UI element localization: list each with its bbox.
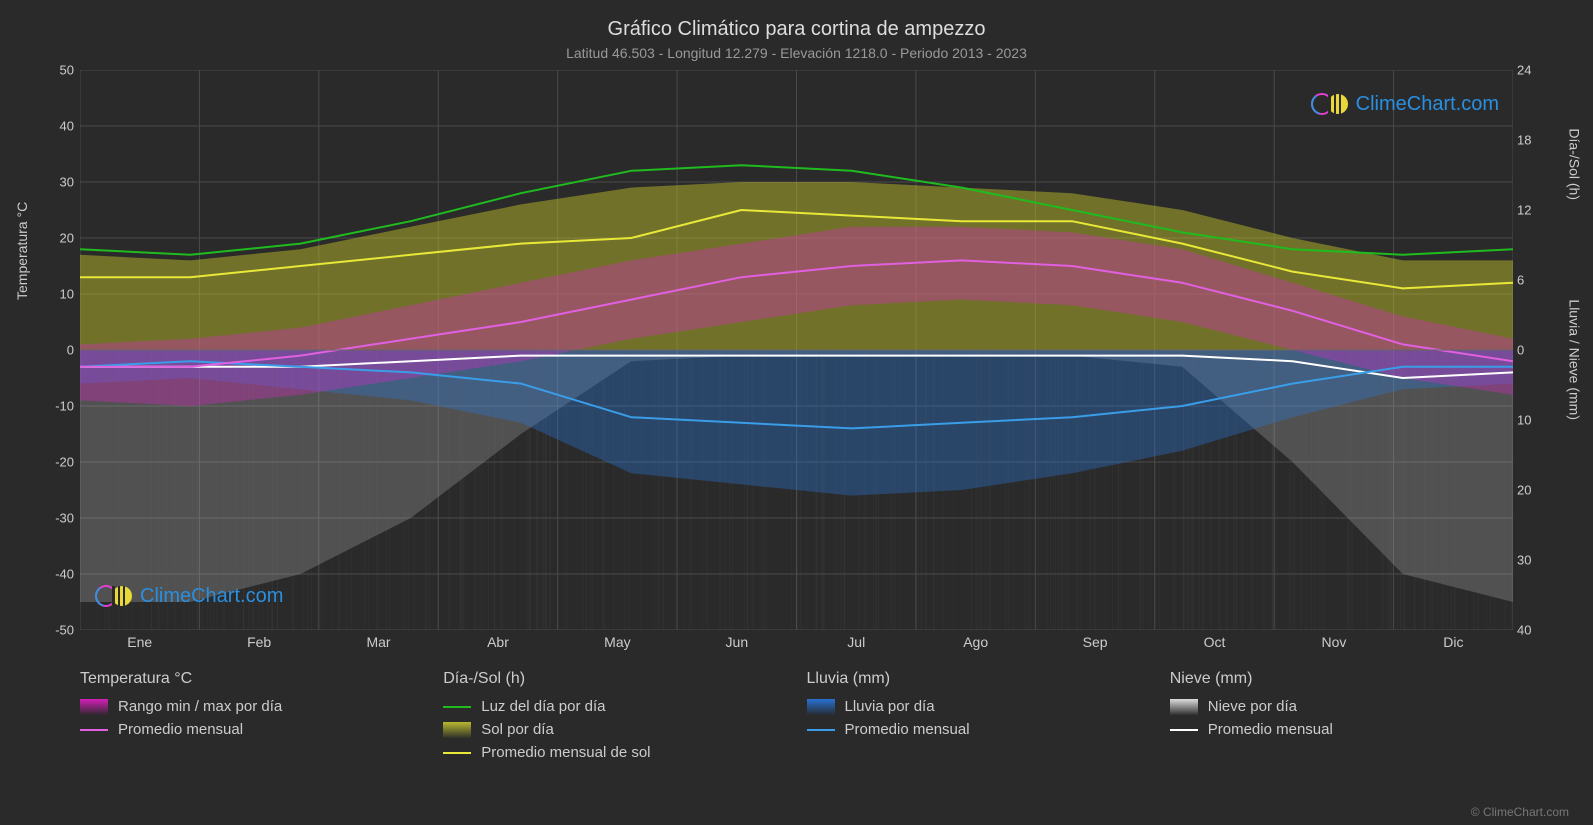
x-month-label: Oct: [1155, 634, 1274, 650]
chart-plot-area: ClimeChart.com ClimeChart.com: [80, 70, 1513, 630]
legend-heading: Temperatura °C: [80, 670, 423, 688]
watermark-bottom: ClimeChart.com: [94, 582, 283, 610]
x-month-label: May: [558, 634, 677, 650]
y-left-tick: 10: [38, 287, 74, 302]
y-right-top-tick: 18: [1517, 133, 1543, 148]
y-right-bot-tick: 30: [1517, 553, 1543, 568]
legend-column: Nieve (mm) Nieve por día Promedio mensual: [1170, 670, 1513, 767]
logo-icon: [1310, 90, 1350, 118]
y-right-bot-tick: 40: [1517, 623, 1543, 638]
chart-title: Gráfico Climático para cortina de ampezz…: [0, 0, 1593, 41]
legend-swatch: [80, 729, 108, 731]
y-right-top-tick: 0: [1517, 343, 1543, 358]
legend-swatch: [80, 699, 108, 715]
y-left-tick: 50: [38, 63, 74, 78]
watermark-text: ClimeChart.com: [140, 585, 283, 608]
chart-legend: Temperatura °C Rango min / max por día Pro…: [80, 670, 1513, 767]
x-month-label: Abr: [438, 634, 557, 650]
y-left-tick: 30: [38, 175, 74, 190]
y-left-tick: -10: [38, 399, 74, 414]
legend-item: Rango min / max por día: [80, 698, 423, 715]
legend-heading: Nieve (mm): [1170, 670, 1513, 688]
legend-item: Promedio mensual: [80, 721, 423, 738]
x-month-label: Mar: [319, 634, 438, 650]
y-left-tick-labels: -50-40-30-20-1001020304050: [38, 70, 74, 630]
y-left-tick: -20: [38, 455, 74, 470]
x-axis-month-labels: EneFebMarAbrMayJunJulAgoSepOctNovDic: [80, 634, 1513, 650]
copyright-label: © ClimeChart.com: [1471, 805, 1569, 819]
chart-svg: [80, 70, 1513, 630]
y-left-tick: 40: [38, 119, 74, 134]
legend-column: Temperatura °C Rango min / max por día Pro…: [80, 670, 423, 767]
legend-swatch: [807, 699, 835, 715]
x-month-label: Nov: [1274, 634, 1393, 650]
logo-icon: [94, 582, 134, 610]
chart-subtitle: Latitud 46.503 - Longitud 12.279 - Eleva…: [0, 41, 1593, 61]
legend-label: Promedio mensual: [1208, 721, 1333, 738]
x-month-label: Ene: [80, 634, 199, 650]
y-left-tick: 0: [38, 343, 74, 358]
legend-label: Promedio mensual: [118, 721, 243, 738]
legend-label: Rango min / max por día: [118, 698, 282, 715]
x-month-label: Ago: [916, 634, 1035, 650]
y-axis-right-bot-label: Lluvia / Nieve (mm): [1567, 299, 1583, 420]
legend-swatch: [443, 752, 471, 754]
legend-label: Nieve por día: [1208, 698, 1297, 715]
x-month-label: Jun: [677, 634, 796, 650]
x-month-label: Sep: [1035, 634, 1154, 650]
legend-swatch: [1170, 729, 1198, 731]
legend-item: Luz del día por día: [443, 698, 786, 715]
y-left-tick: -30: [38, 511, 74, 526]
legend-label: Lluvia por día: [845, 698, 935, 715]
legend-swatch: [443, 706, 471, 708]
y-right-bot-tick: 20: [1517, 483, 1543, 498]
y-left-tick: -50: [38, 623, 74, 638]
legend-item: Lluvia por día: [807, 698, 1150, 715]
y-left-tick: 20: [38, 231, 74, 246]
legend-item: Sol por día: [443, 721, 786, 738]
y-right-tick-labels: 0612182410203040: [1517, 70, 1543, 630]
legend-item: Promedio mensual: [1170, 721, 1513, 738]
y-axis-left-label: Temperatura °C: [14, 202, 30, 300]
y-axis-right-top-label: Día-/Sol (h): [1567, 128, 1583, 200]
y-right-top-tick: 24: [1517, 63, 1543, 78]
x-month-label: Feb: [199, 634, 318, 650]
legend-column: Lluvia (mm) Lluvia por día Promedio mensua…: [807, 670, 1150, 767]
legend-item: Promedio mensual de sol: [443, 744, 786, 761]
legend-item: Promedio mensual: [807, 721, 1150, 738]
legend-swatch: [807, 729, 835, 731]
legend-swatch: [1170, 699, 1198, 715]
legend-item: Nieve por día: [1170, 698, 1513, 715]
y-right-top-tick: 12: [1517, 203, 1543, 218]
legend-label: Promedio mensual de sol: [481, 744, 650, 761]
watermark-text: ClimeChart.com: [1356, 93, 1499, 116]
y-left-tick: -40: [38, 567, 74, 582]
legend-label: Luz del día por día: [481, 698, 605, 715]
legend-label: Promedio mensual: [845, 721, 970, 738]
legend-label: Sol por día: [481, 721, 554, 738]
legend-swatch: [443, 722, 471, 738]
legend-heading: Lluvia (mm): [807, 670, 1150, 688]
y-right-top-tick: 6: [1517, 273, 1543, 288]
legend-heading: Día-/Sol (h): [443, 670, 786, 688]
x-month-label: Dic: [1394, 634, 1513, 650]
x-month-label: Jul: [797, 634, 916, 650]
legend-column: Día-/Sol (h) Luz del día por día Sol por d…: [443, 670, 786, 767]
y-right-bot-tick: 10: [1517, 413, 1543, 428]
watermark-top: ClimeChart.com: [1310, 90, 1499, 118]
